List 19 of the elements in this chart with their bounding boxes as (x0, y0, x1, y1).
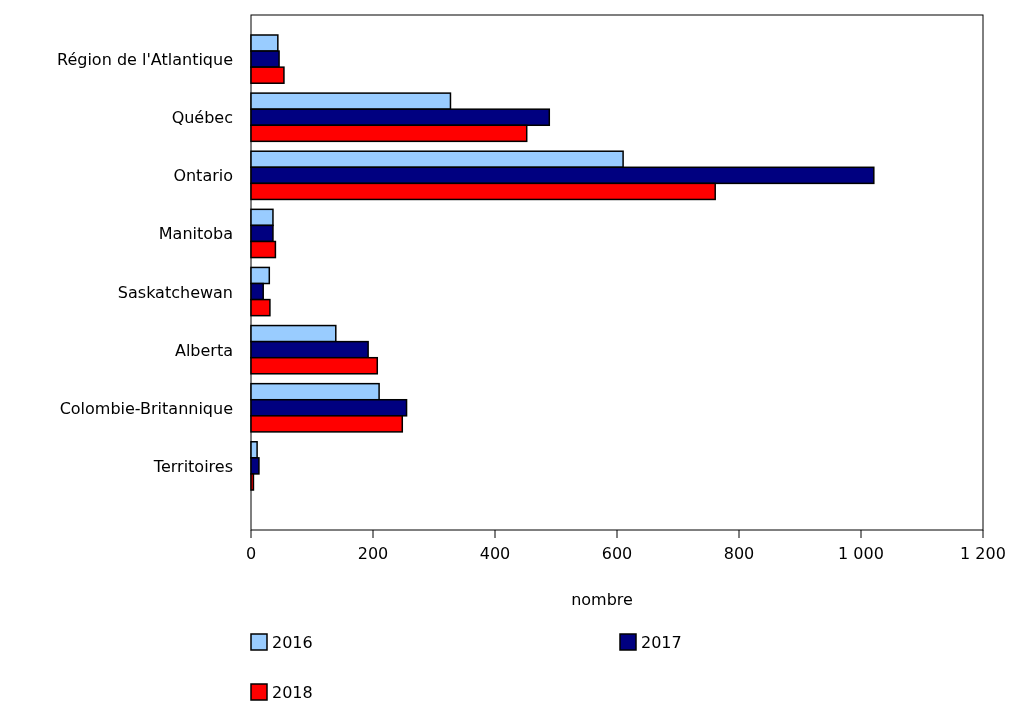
legend-label: 2016 (272, 633, 313, 652)
y-tick-label: Saskatchewan (117, 282, 233, 302)
y-tick-label: Alberta (174, 340, 233, 360)
x-tick-label: 1 000 (838, 544, 884, 563)
x-tick-label: 600 (601, 544, 633, 563)
x-tick-label: 400 (479, 544, 511, 563)
y-tick-label: Colombie-Britannique (59, 398, 233, 418)
x-axis-title: nombre (571, 590, 633, 609)
y-tick-label: Ontario (173, 166, 233, 186)
x-tick-label: 200 (357, 544, 389, 563)
x-tick-label: 1 200 (960, 544, 1006, 563)
y-tick-label: Territoires (152, 456, 233, 476)
y-tick-label: Québec (171, 108, 233, 128)
legend-label: 2018 (272, 683, 313, 702)
x-tick-label: 800 (723, 544, 755, 563)
y-tick-label: Région de l'Atlantique (57, 50, 233, 70)
y-tick-label: Manitoba (158, 224, 233, 244)
legend-label: 2017 (641, 633, 682, 652)
x-tick-label: 0 (245, 544, 257, 563)
